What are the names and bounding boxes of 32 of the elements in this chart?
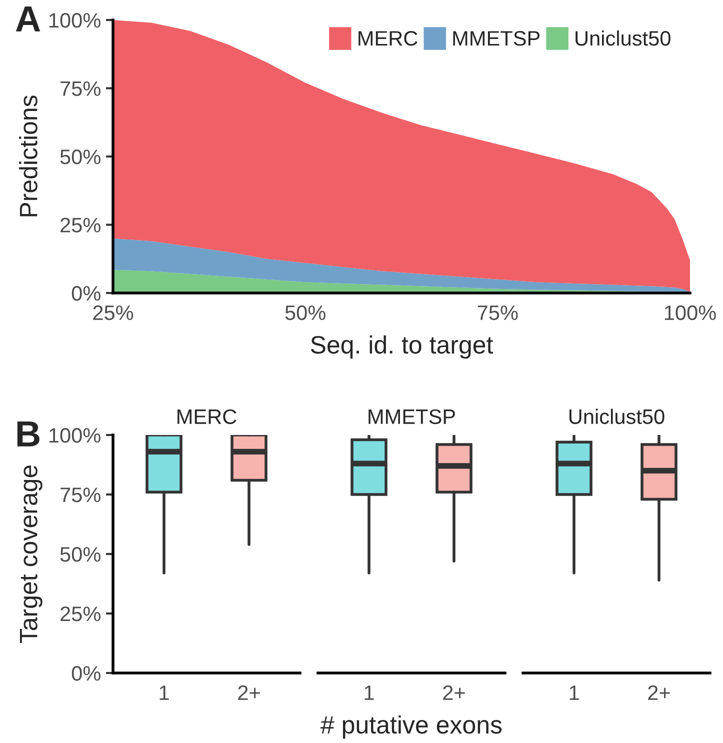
x-tick-label: 2+ <box>443 685 465 700</box>
legend-label: Uniclust50 <box>576 30 670 46</box>
y-tick-label: 50% <box>60 547 100 562</box>
x-tick-label: 25% <box>93 305 134 320</box>
x-tick-label: 1 <box>160 686 169 700</box>
y-axis-title: Predictions <box>19 96 38 216</box>
x-tick-label: 1 <box>364 686 374 700</box>
text: A <box>16 6 40 32</box>
y-tick-label: 0% <box>72 286 100 301</box>
y-tick-label: 100% <box>50 13 100 28</box>
y-tick-label: 25% <box>60 218 100 233</box>
y-tick-label: 50% <box>60 150 100 164</box>
chart-title: Uniclust50 <box>569 408 664 424</box>
legend-label: MERC <box>358 30 418 46</box>
y-tick-label: 75% <box>60 81 100 96</box>
text: B <box>17 421 40 446</box>
y-tick-label: 100% <box>50 428 100 443</box>
x-tick-label: 75% <box>478 305 518 320</box>
chart-title: MERC <box>178 409 236 424</box>
x-tick-label: 1 <box>570 686 579 700</box>
y-tick-label: 0% <box>72 666 100 681</box>
x-tick-label: 2+ <box>648 685 670 700</box>
x-tick-label: 100% <box>664 305 716 320</box>
x-tick-label: 2+ <box>238 685 260 700</box>
x-axis-title: Seq. id. to target <box>310 335 494 359</box>
chart-title: MMETSP <box>368 409 455 424</box>
x-tick-label: 50% <box>285 305 326 320</box>
y-axis-title: Target coverage <box>20 465 42 644</box>
y-tick-label: 75% <box>60 488 100 502</box>
legend-label: MMETSP <box>453 30 540 46</box>
x-axis-title: # putative exons <box>320 715 502 739</box>
y-tick-label: 25% <box>60 606 100 622</box>
